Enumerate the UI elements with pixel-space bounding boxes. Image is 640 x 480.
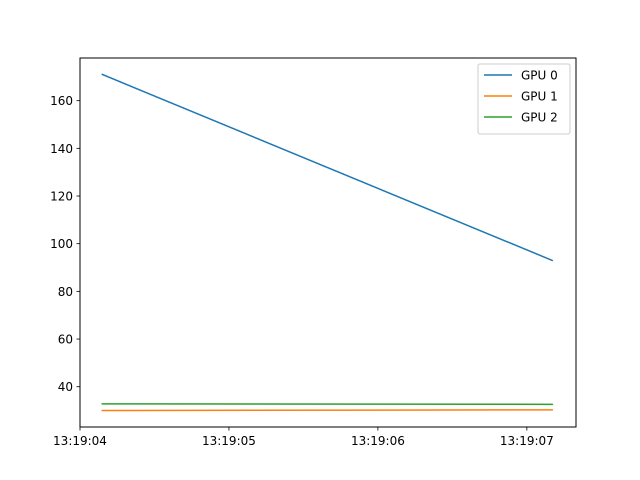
series-line-2 <box>101 409 553 412</box>
x-tick-label: 13:19:07 <box>500 434 554 448</box>
y-tick-label: 80 <box>58 285 73 299</box>
x-tick-label: 13:19:06 <box>351 434 405 448</box>
y-tick-label: 140 <box>50 142 73 156</box>
legend-label-2: GPU 1 <box>521 90 558 104</box>
series-line-1 <box>101 73 554 262</box>
x-tick-label: 13:19:04 <box>53 434 107 448</box>
y-tick-label: 100 <box>50 237 73 251</box>
series-layer <box>101 73 554 412</box>
x-tick-label: 13:19:05 <box>202 434 256 448</box>
y-axis: 40 60 80 100 120 140 160 <box>50 94 80 394</box>
y-tick-label: 60 <box>58 333 73 347</box>
x-axis: 13:19:04 13:19:05 13:19:06 13:19:07 <box>53 427 554 448</box>
y-tick-label: 160 <box>50 94 73 108</box>
plot-frame <box>79 57 577 428</box>
legend-label-1: GPU 0 <box>521 69 558 83</box>
legend-label-3: GPU 2 <box>521 111 558 125</box>
y-tick-label: 40 <box>58 380 73 394</box>
y-tick-label: 120 <box>50 190 73 204</box>
legend: GPU 0 GPU 1 GPU 2 <box>477 63 571 135</box>
